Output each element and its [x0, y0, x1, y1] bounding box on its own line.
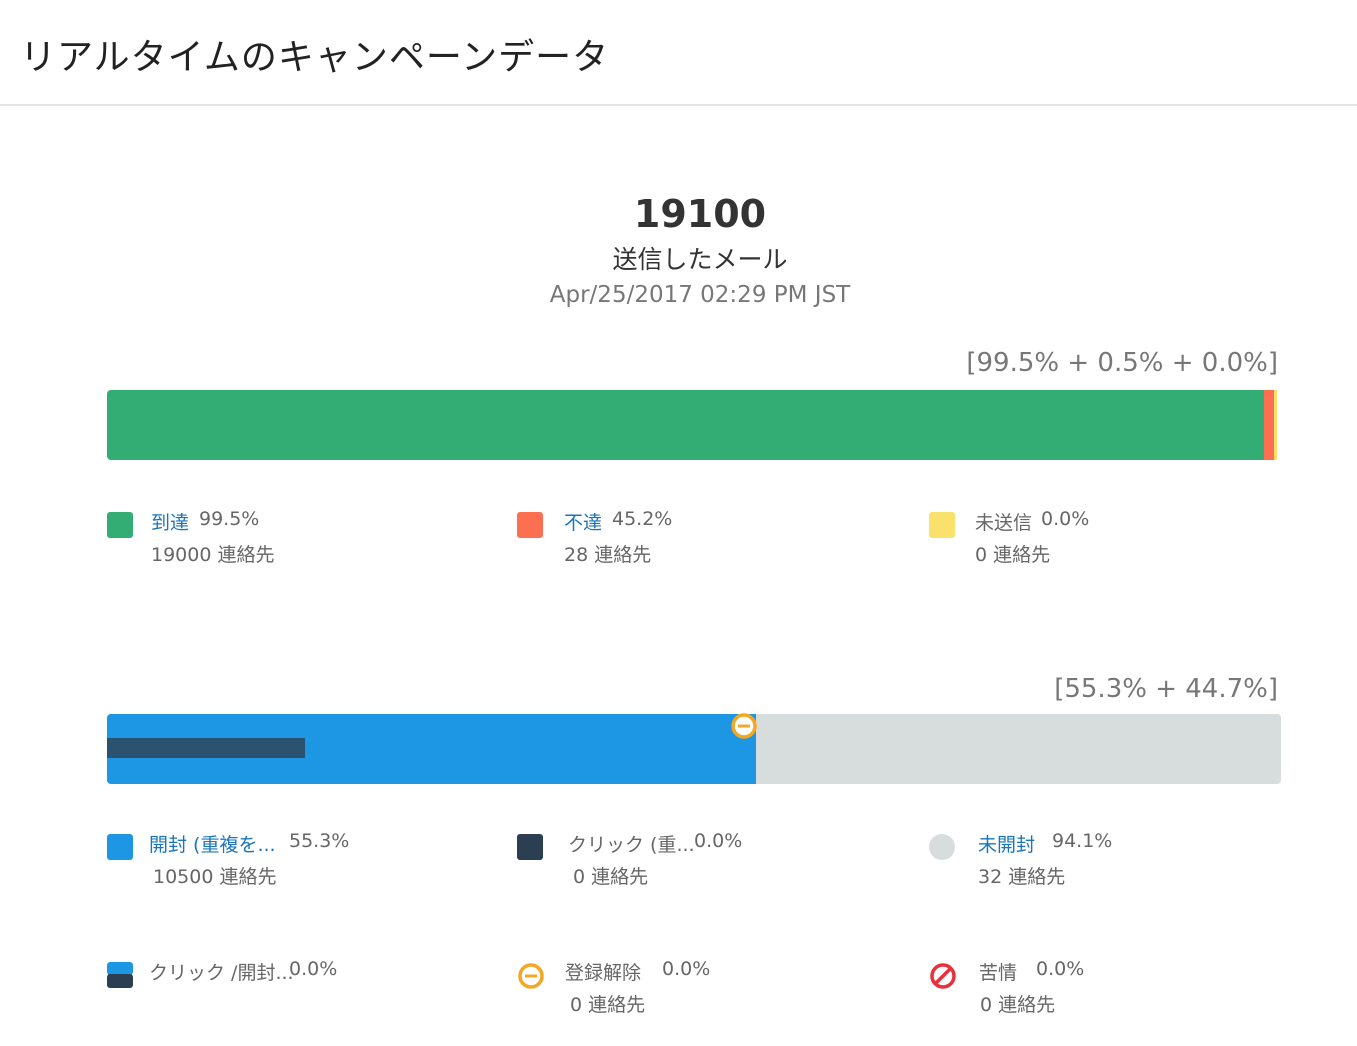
- legend-bounced: 不達 45.2% 28 連絡先: [517, 508, 837, 578]
- legend-delivered: 到達 99.5% 19000 連絡先: [107, 508, 427, 578]
- bounced-segment[interactable]: [1264, 390, 1274, 460]
- delivered-swatch: [107, 512, 133, 538]
- delivered-link[interactable]: 到達: [151, 512, 190, 534]
- bounced-link[interactable]: 不達: [564, 512, 603, 534]
- engagement-bar: [107, 712, 1281, 784]
- click-open-icon: [107, 962, 133, 988]
- unsubscribed-label: 登録解除: [565, 962, 642, 984]
- unopened-percent: 94.1%: [1052, 830, 1113, 852]
- legend-unsent: 未送信 0.0% 0 連絡先: [929, 508, 1249, 578]
- legend-unsubscribed: 登録解除 0.0% 0 連絡先: [517, 958, 837, 1028]
- clicked-count: 0 連絡先: [573, 866, 649, 888]
- click-open-label: クリック /開封...: [149, 962, 294, 984]
- delivered-segment[interactable]: [107, 390, 1264, 460]
- clicked-percent: 0.0%: [694, 830, 743, 852]
- unopened-link[interactable]: 未開封: [978, 834, 1036, 856]
- unopened-count: 32 連絡先: [978, 866, 1066, 888]
- click-open-percent: 0.0%: [289, 958, 338, 980]
- complaint-icon: [930, 963, 956, 989]
- clicked-swatch: [517, 834, 543, 860]
- opened-percent: 55.3%: [289, 830, 350, 852]
- complaints-label: 苦情: [979, 962, 1018, 984]
- opened-swatch: [107, 834, 133, 860]
- legend-opened: 開封 (重複を... 55.3% 10500 連絡先: [107, 830, 427, 900]
- engagement-percent-summary: [55.3% + 44.7%]: [1054, 674, 1278, 704]
- unsubscribed-percent: 0.0%: [662, 958, 711, 980]
- legend-complaints: 苦情 0.0% 0 連絡先: [929, 958, 1249, 1028]
- legend-unopened: 未開封 94.1% 32 連絡先: [929, 830, 1249, 900]
- bounced-swatch: [517, 512, 543, 538]
- unopened-swatch: [929, 834, 955, 860]
- complaints-count: 0 連絡先: [980, 994, 1056, 1016]
- unsent-segment[interactable]: [1274, 390, 1277, 460]
- unsubscribe-marker-icon[interactable]: [730, 712, 758, 740]
- legend-click-open: クリック /開封... 0.0%: [107, 958, 427, 1028]
- unsubscribe-icon: [518, 963, 544, 989]
- clicked-segment[interactable]: [107, 738, 305, 758]
- delivered-percent: 99.5%: [199, 508, 260, 530]
- clicked-label: クリック (重...: [568, 834, 695, 856]
- bounced-percent: 45.2%: [612, 508, 673, 530]
- timestamp: Apr/25/2017 02:29 PM JST: [549, 282, 851, 308]
- unsent-label: 未送信: [975, 512, 1033, 534]
- delivery-bar: [107, 390, 1281, 460]
- bounced-count: 28 連絡先: [564, 544, 652, 566]
- emails-sent-label: 送信したメール: [612, 245, 788, 274]
- opened-link[interactable]: 開封 (重複を...: [149, 834, 276, 856]
- delivery-percent-summary: [99.5% + 0.5% + 0.0%]: [966, 348, 1278, 378]
- unsent-percent: 0.0%: [1041, 508, 1090, 530]
- page-title: リアルタイムのキャンペーンデータ: [20, 37, 610, 78]
- opened-count: 10500 連絡先: [153, 866, 277, 888]
- delivered-count: 19000 連絡先: [151, 544, 275, 566]
- page-header: リアルタイムのキャンペーンデータ: [0, 0, 1357, 106]
- unsent-count: 0 連絡先: [975, 544, 1051, 566]
- complaints-percent: 0.0%: [1036, 958, 1085, 980]
- legend-clicked: クリック (重... 0.0% 0 連絡先: [517, 830, 837, 900]
- unsent-swatch: [929, 512, 955, 538]
- emails-sent-total: 19100: [633, 192, 767, 236]
- unsubscribed-count: 0 連絡先: [570, 994, 646, 1016]
